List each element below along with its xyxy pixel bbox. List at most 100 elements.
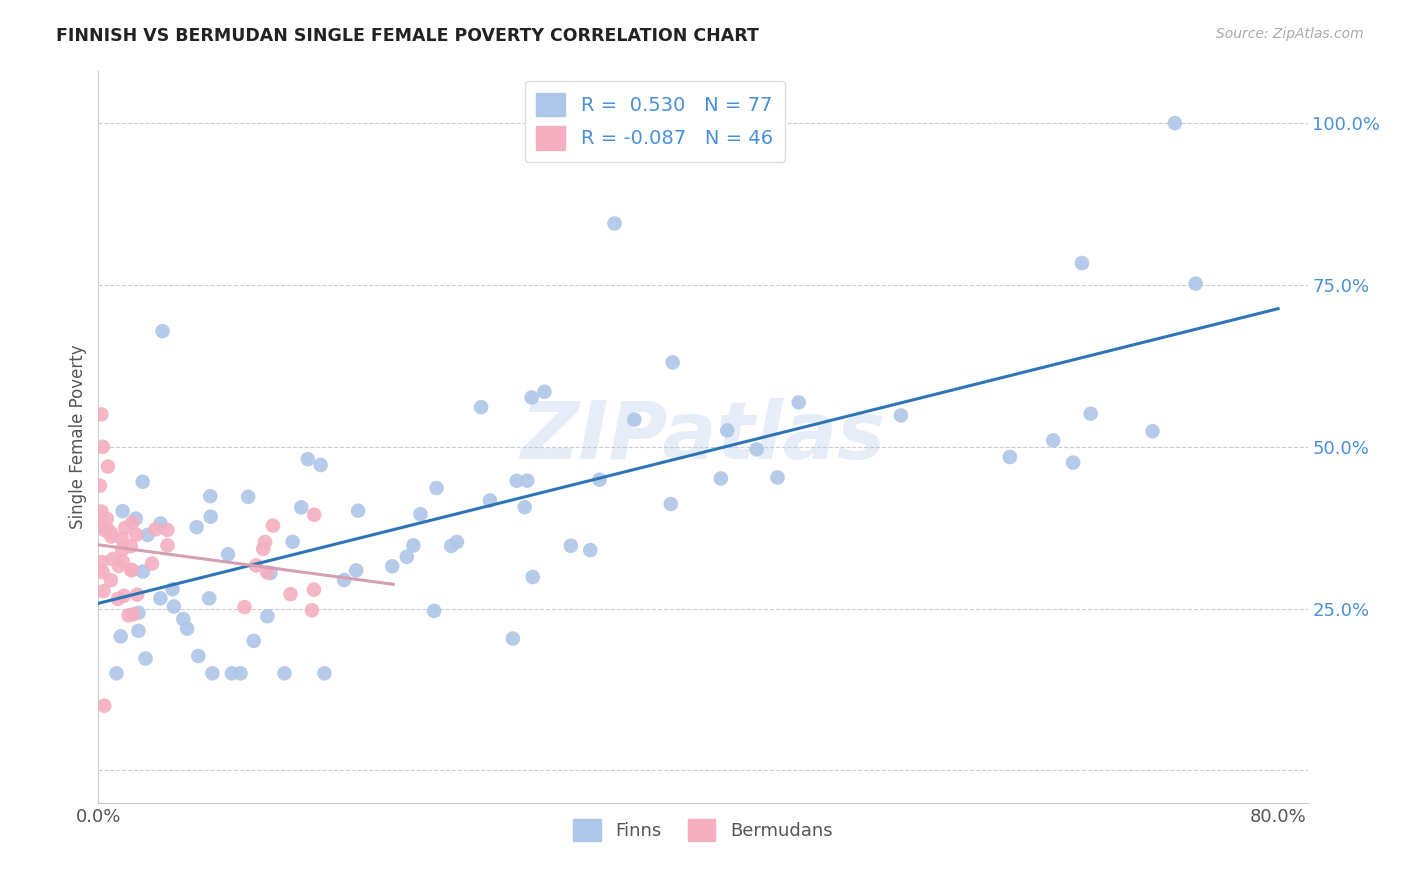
Point	[1184, 277, 1206, 291]
Point	[110, 629, 132, 643]
Point	[229, 666, 252, 681]
Point	[238, 490, 260, 504]
Point	[301, 603, 323, 617]
Point	[163, 599, 186, 614]
Point	[172, 612, 194, 626]
Point	[121, 563, 143, 577]
Point	[145, 523, 167, 537]
Point	[520, 391, 543, 405]
Point	[100, 573, 122, 587]
Point	[333, 573, 356, 587]
Point	[395, 549, 418, 564]
Point	[93, 584, 115, 599]
Point	[187, 648, 209, 663]
Point	[200, 509, 222, 524]
Point	[120, 539, 142, 553]
Point	[478, 493, 501, 508]
Point	[89, 478, 111, 492]
Point	[242, 633, 264, 648]
Point	[588, 473, 610, 487]
Point	[281, 534, 304, 549]
Point	[149, 516, 172, 531]
Point	[94, 523, 117, 537]
Point	[506, 474, 529, 488]
Point	[156, 523, 179, 537]
Point	[96, 511, 118, 525]
Point	[186, 520, 208, 534]
Point	[91, 565, 114, 579]
Point	[100, 529, 122, 543]
Point	[89, 517, 111, 532]
Point	[256, 609, 278, 624]
Point	[127, 624, 149, 638]
Point	[262, 518, 284, 533]
Point	[117, 608, 139, 623]
Point	[603, 217, 626, 231]
Point	[90, 408, 112, 422]
Point	[152, 324, 174, 338]
Point	[256, 566, 278, 580]
Point	[217, 547, 239, 561]
Point	[1080, 407, 1102, 421]
Point	[1164, 116, 1187, 130]
Point	[91, 440, 114, 454]
Point	[131, 475, 153, 489]
Point	[297, 452, 319, 467]
Point	[1142, 424, 1164, 438]
Point	[97, 459, 120, 474]
Point	[105, 666, 128, 681]
Point	[127, 588, 149, 602]
Point	[127, 606, 149, 620]
Point	[101, 552, 124, 566]
Point	[470, 400, 492, 414]
Legend: Finns, Bermudans: Finns, Bermudans	[567, 812, 839, 848]
Point	[661, 355, 683, 369]
Point	[440, 539, 463, 553]
Point	[890, 409, 912, 423]
Point	[96, 522, 118, 536]
Point	[122, 607, 145, 622]
Point	[111, 542, 134, 557]
Point	[108, 558, 131, 573]
Point	[533, 384, 555, 399]
Point	[141, 557, 163, 571]
Point	[1070, 256, 1092, 270]
Point	[112, 589, 135, 603]
Point	[659, 497, 682, 511]
Point	[252, 541, 274, 556]
Point	[100, 525, 122, 540]
Point	[502, 632, 524, 646]
Point	[201, 666, 224, 681]
Point	[314, 666, 336, 681]
Point	[121, 563, 143, 577]
Point	[347, 504, 370, 518]
Point	[176, 622, 198, 636]
Point	[162, 582, 184, 597]
Point	[745, 442, 768, 457]
Point	[402, 539, 425, 553]
Point	[290, 500, 312, 515]
Point	[560, 539, 582, 553]
Point	[111, 555, 134, 569]
Point	[93, 698, 115, 713]
Point	[111, 532, 134, 546]
Point	[344, 563, 367, 577]
Point	[516, 474, 538, 488]
Point	[156, 538, 179, 552]
Point	[132, 565, 155, 579]
Point	[381, 559, 404, 574]
Text: FINNISH VS BERMUDAN SINGLE FEMALE POVERTY CORRELATION CHART: FINNISH VS BERMUDAN SINGLE FEMALE POVERT…	[56, 27, 759, 45]
Y-axis label: Single Female Poverty: Single Female Poverty	[69, 345, 87, 529]
Point	[221, 666, 243, 681]
Point	[787, 395, 810, 409]
Point	[114, 521, 136, 535]
Point	[273, 666, 295, 681]
Point	[998, 450, 1021, 464]
Point	[125, 511, 148, 525]
Point	[259, 566, 281, 580]
Point	[426, 481, 449, 495]
Point	[135, 651, 157, 665]
Point	[198, 591, 221, 606]
Point	[107, 591, 129, 606]
Point	[766, 470, 789, 484]
